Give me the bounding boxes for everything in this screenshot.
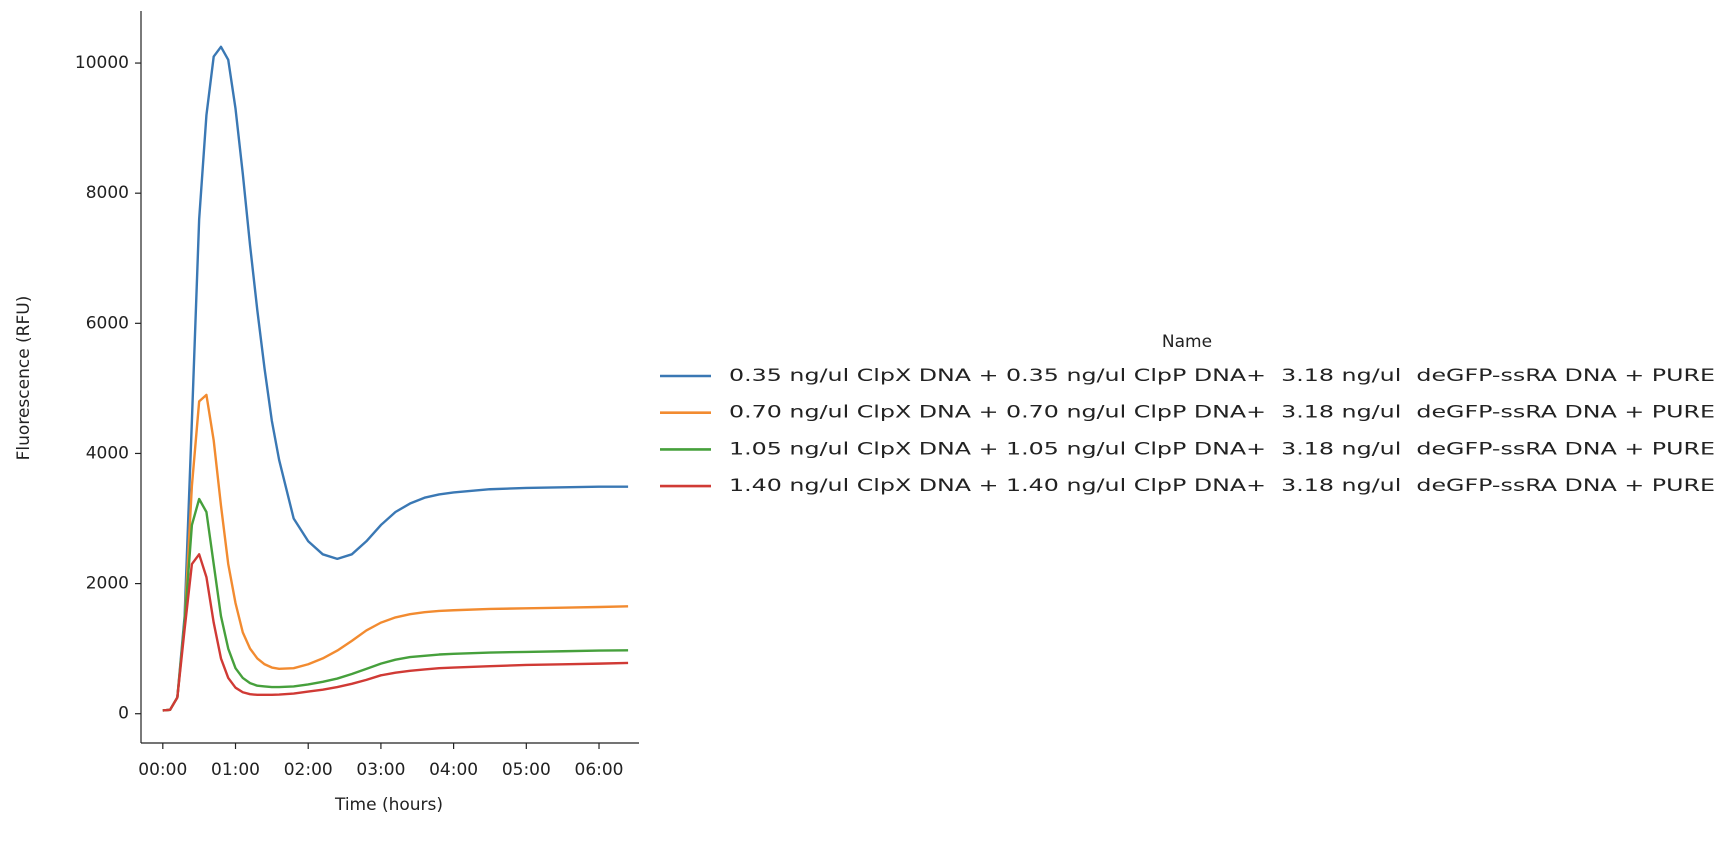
y-tick-label: 10000 bbox=[75, 53, 129, 73]
y-tick-label: 0 bbox=[118, 704, 129, 724]
x-tick-label: 03:00 bbox=[356, 760, 405, 780]
series-line bbox=[162, 393, 629, 712]
x-axis-label: Time (hours) bbox=[334, 795, 443, 815]
series-line bbox=[162, 553, 629, 712]
x-tick-label: 05:00 bbox=[502, 760, 551, 780]
legend-title: Name bbox=[1162, 332, 1212, 352]
legend-label: 1.05 ng/ul ClpX DNA + 1.05 ng/ul ClpP DN… bbox=[729, 439, 1715, 459]
y-tick-label: 6000 bbox=[86, 313, 129, 333]
legend-label: 1.40 ng/ul ClpX DNA + 1.40 ng/ul ClpP DN… bbox=[729, 476, 1715, 496]
y-tick-label: 2000 bbox=[86, 574, 129, 594]
series-line bbox=[162, 45, 629, 712]
series-line bbox=[162, 497, 629, 712]
x-tick-label: 00:00 bbox=[138, 760, 187, 780]
y-axis-label: Fluorescence (RFU) bbox=[14, 296, 34, 461]
x-tick-label: 06:00 bbox=[575, 760, 624, 780]
legend-label: 0.35 ng/ul ClpX DNA + 0.35 ng/ul ClpP DN… bbox=[729, 366, 1715, 386]
x-tick-label: 04:00 bbox=[429, 760, 478, 780]
x-tick-label: 01:00 bbox=[211, 760, 260, 780]
x-tick-label: 02:00 bbox=[284, 760, 333, 780]
legend-label: 0.70 ng/ul ClpX DNA + 0.70 ng/ul ClpP DN… bbox=[729, 403, 1715, 423]
y-tick-label: 8000 bbox=[86, 183, 129, 203]
y-tick-label: 4000 bbox=[86, 443, 129, 463]
